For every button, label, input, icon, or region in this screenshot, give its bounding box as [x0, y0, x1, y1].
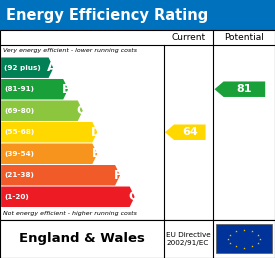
Text: G: G [128, 190, 138, 203]
Text: (81-91): (81-91) [4, 86, 34, 92]
Bar [216, 224, 272, 253]
Polygon shape [214, 82, 265, 97]
Bar [0, 30, 275, 220]
Text: A: A [47, 61, 57, 74]
Text: (92 plus): (92 plus) [4, 65, 41, 71]
Text: 64: 64 [182, 127, 198, 137]
Polygon shape [1, 79, 68, 99]
Text: Energy Efficiency Rating: Energy Efficiency Rating [6, 8, 208, 23]
Text: (1-20): (1-20) [4, 194, 29, 200]
Text: EU Directive
2002/91/EC: EU Directive 2002/91/EC [166, 232, 211, 246]
Text: Not energy efficient - higher running costs: Not energy efficient - higher running co… [3, 211, 137, 216]
Polygon shape [165, 125, 206, 140]
Text: B: B [62, 83, 72, 96]
Text: D: D [91, 126, 101, 139]
Polygon shape [1, 58, 54, 78]
Polygon shape [1, 100, 83, 121]
Text: England & Wales: England & Wales [19, 232, 145, 245]
Text: (21-38): (21-38) [4, 172, 34, 178]
Polygon shape [1, 122, 97, 142]
Text: E: E [92, 147, 100, 160]
Text: (69-80): (69-80) [4, 108, 35, 114]
Bar [0, 0, 275, 30]
Text: Potential: Potential [224, 33, 264, 42]
Polygon shape [1, 187, 135, 207]
Polygon shape [1, 143, 97, 164]
Text: C: C [77, 104, 86, 117]
Bar [0, 220, 275, 258]
Text: (55-68): (55-68) [4, 129, 35, 135]
Text: Current: Current [171, 33, 205, 42]
Polygon shape [1, 165, 120, 186]
Text: 81: 81 [237, 84, 252, 94]
Text: F: F [114, 169, 123, 182]
Text: (39-54): (39-54) [4, 151, 34, 157]
Text: Very energy efficient - lower running costs: Very energy efficient - lower running co… [3, 48, 137, 53]
